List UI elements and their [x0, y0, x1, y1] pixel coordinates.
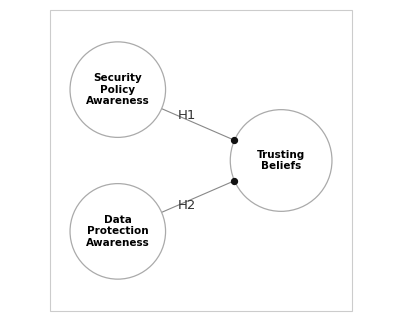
Circle shape — [70, 42, 165, 137]
Point — [231, 178, 237, 183]
Circle shape — [70, 184, 165, 279]
Text: H2: H2 — [178, 199, 196, 212]
Text: H1: H1 — [178, 109, 196, 122]
Circle shape — [230, 110, 331, 211]
Text: Data
Protection
Awareness: Data Protection Awareness — [86, 215, 149, 248]
Text: Security
Policy
Awareness: Security Policy Awareness — [86, 73, 149, 106]
Point — [231, 138, 237, 143]
Text: Trusting
Beliefs: Trusting Beliefs — [256, 150, 304, 171]
